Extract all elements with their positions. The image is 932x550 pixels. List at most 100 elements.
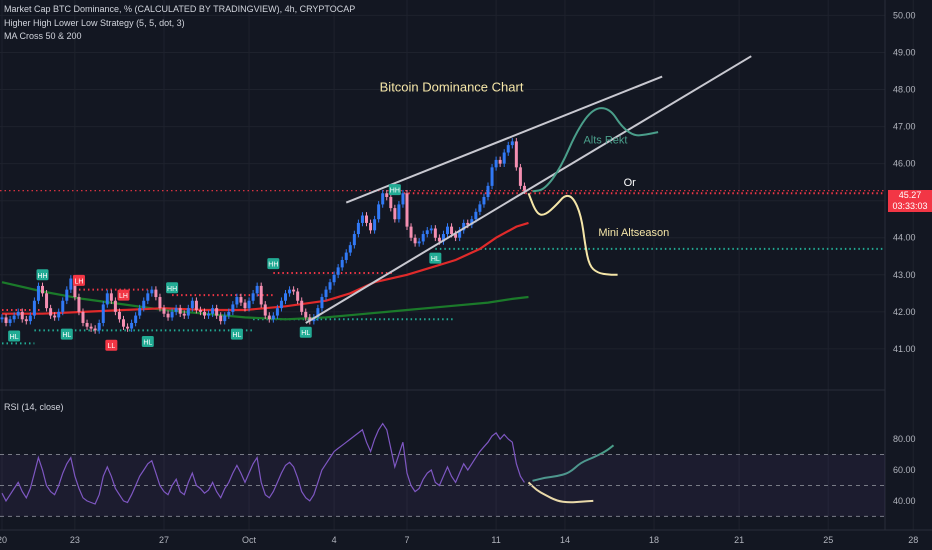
candle[interactable] [8, 315, 12, 327]
candle[interactable] [57, 308, 61, 321]
candle[interactable] [239, 293, 243, 306]
candle[interactable] [223, 312, 227, 325]
candle[interactable] [69, 275, 73, 293]
annotation-text[interactable]: Bitcoin Dominance Chart [380, 79, 524, 94]
candle[interactable] [324, 286, 328, 301]
alts-rekt-projection[interactable] [532, 107, 659, 193]
candle[interactable] [373, 215, 377, 234]
candle[interactable] [194, 297, 198, 314]
candle[interactable] [0, 314, 4, 323]
candle[interactable] [377, 201, 381, 223]
candle[interactable] [514, 138, 518, 171]
candle[interactable] [356, 219, 360, 238]
annotation-text[interactable]: Or [624, 177, 637, 189]
candle[interactable] [255, 282, 259, 297]
candle[interactable] [190, 297, 194, 312]
candle[interactable] [117, 308, 121, 323]
candle[interactable] [89, 323, 93, 332]
candle[interactable] [231, 301, 235, 316]
candle[interactable] [93, 325, 97, 334]
candle[interactable] [369, 219, 373, 234]
candle[interactable] [259, 282, 263, 308]
annotations-layer[interactable]: Bitcoin Dominance Chart Alts Rekt Or Mini A… [380, 79, 670, 239]
candle[interactable] [320, 293, 324, 312]
candle[interactable] [397, 201, 401, 223]
candle[interactable] [65, 286, 69, 305]
candle[interactable] [113, 297, 117, 316]
candle[interactable] [138, 304, 142, 319]
candle[interactable] [405, 189, 409, 230]
candle[interactable] [207, 310, 211, 319]
candle[interactable] [85, 319, 89, 331]
candle[interactable] [336, 264, 340, 279]
candle[interactable] [142, 297, 146, 312]
indicator-hhll-label[interactable]: Higher High Lower Low Strategy (5, 5, do… [4, 18, 185, 28]
candle[interactable] [486, 182, 490, 201]
channel-trendline[interactable] [305, 55, 752, 324]
candle[interactable] [162, 304, 166, 318]
candle[interactable] [446, 223, 449, 238]
candle[interactable] [36, 282, 40, 305]
candle[interactable] [247, 297, 251, 312]
candle[interactable] [328, 278, 332, 293]
candle[interactable] [105, 289, 109, 308]
candle[interactable] [316, 304, 320, 321]
candle[interactable] [344, 249, 348, 264]
candle[interactable] [348, 241, 352, 256]
candles-layer[interactable] [0, 138, 526, 334]
candle[interactable] [24, 315, 28, 325]
candle[interactable] [41, 282, 44, 297]
candle[interactable] [77, 293, 81, 316]
candle[interactable] [146, 289, 150, 305]
candle[interactable] [401, 189, 405, 208]
rsi-down-projection[interactable] [527, 481, 594, 504]
candle[interactable] [284, 289, 287, 305]
candle[interactable] [385, 189, 389, 201]
candle[interactable] [441, 230, 445, 245]
channel-trendline[interactable] [345, 75, 663, 204]
candle[interactable] [518, 164, 522, 190]
candle[interactable] [154, 286, 158, 301]
candle[interactable] [16, 308, 20, 319]
candle[interactable] [482, 193, 486, 208]
candle[interactable] [510, 138, 514, 149]
candle[interactable] [308, 314, 312, 325]
candle[interactable] [340, 256, 344, 271]
candle[interactable] [182, 310, 186, 319]
candle[interactable] [158, 293, 162, 312]
candle[interactable] [81, 308, 85, 327]
rsi-up-projection[interactable] [532, 444, 615, 482]
candle[interactable] [365, 212, 368, 227]
candle[interactable] [429, 225, 433, 234]
candle[interactable] [20, 308, 24, 323]
candle[interactable] [425, 227, 429, 238]
candle[interactable] [296, 288, 300, 305]
candle[interactable] [332, 271, 336, 286]
candle[interactable] [97, 319, 101, 334]
candle[interactable] [409, 223, 413, 242]
candle[interactable] [227, 308, 231, 319]
candle[interactable] [219, 312, 223, 325]
candle[interactable] [352, 230, 356, 249]
candle[interactable] [421, 230, 425, 245]
annotation-text[interactable]: Alts Rekt [583, 134, 627, 146]
candle[interactable] [178, 304, 182, 318]
candle[interactable] [271, 312, 275, 323]
projection-drawings-layer[interactable] [527, 107, 659, 504]
candle[interactable] [462, 219, 466, 234]
candle[interactable] [109, 289, 113, 305]
candle[interactable] [470, 215, 474, 229]
candle[interactable] [12, 312, 16, 323]
candle[interactable] [203, 308, 206, 319]
candle[interactable] [134, 312, 138, 327]
candle[interactable] [198, 306, 202, 316]
candle[interactable] [292, 286, 296, 295]
candle[interactable] [506, 141, 510, 156]
candle[interactable] [502, 149, 506, 167]
candle[interactable] [122, 315, 125, 331]
candle[interactable] [150, 286, 154, 297]
candle[interactable] [478, 201, 482, 216]
candle[interactable] [275, 304, 279, 319]
candle[interactable] [494, 156, 498, 171]
